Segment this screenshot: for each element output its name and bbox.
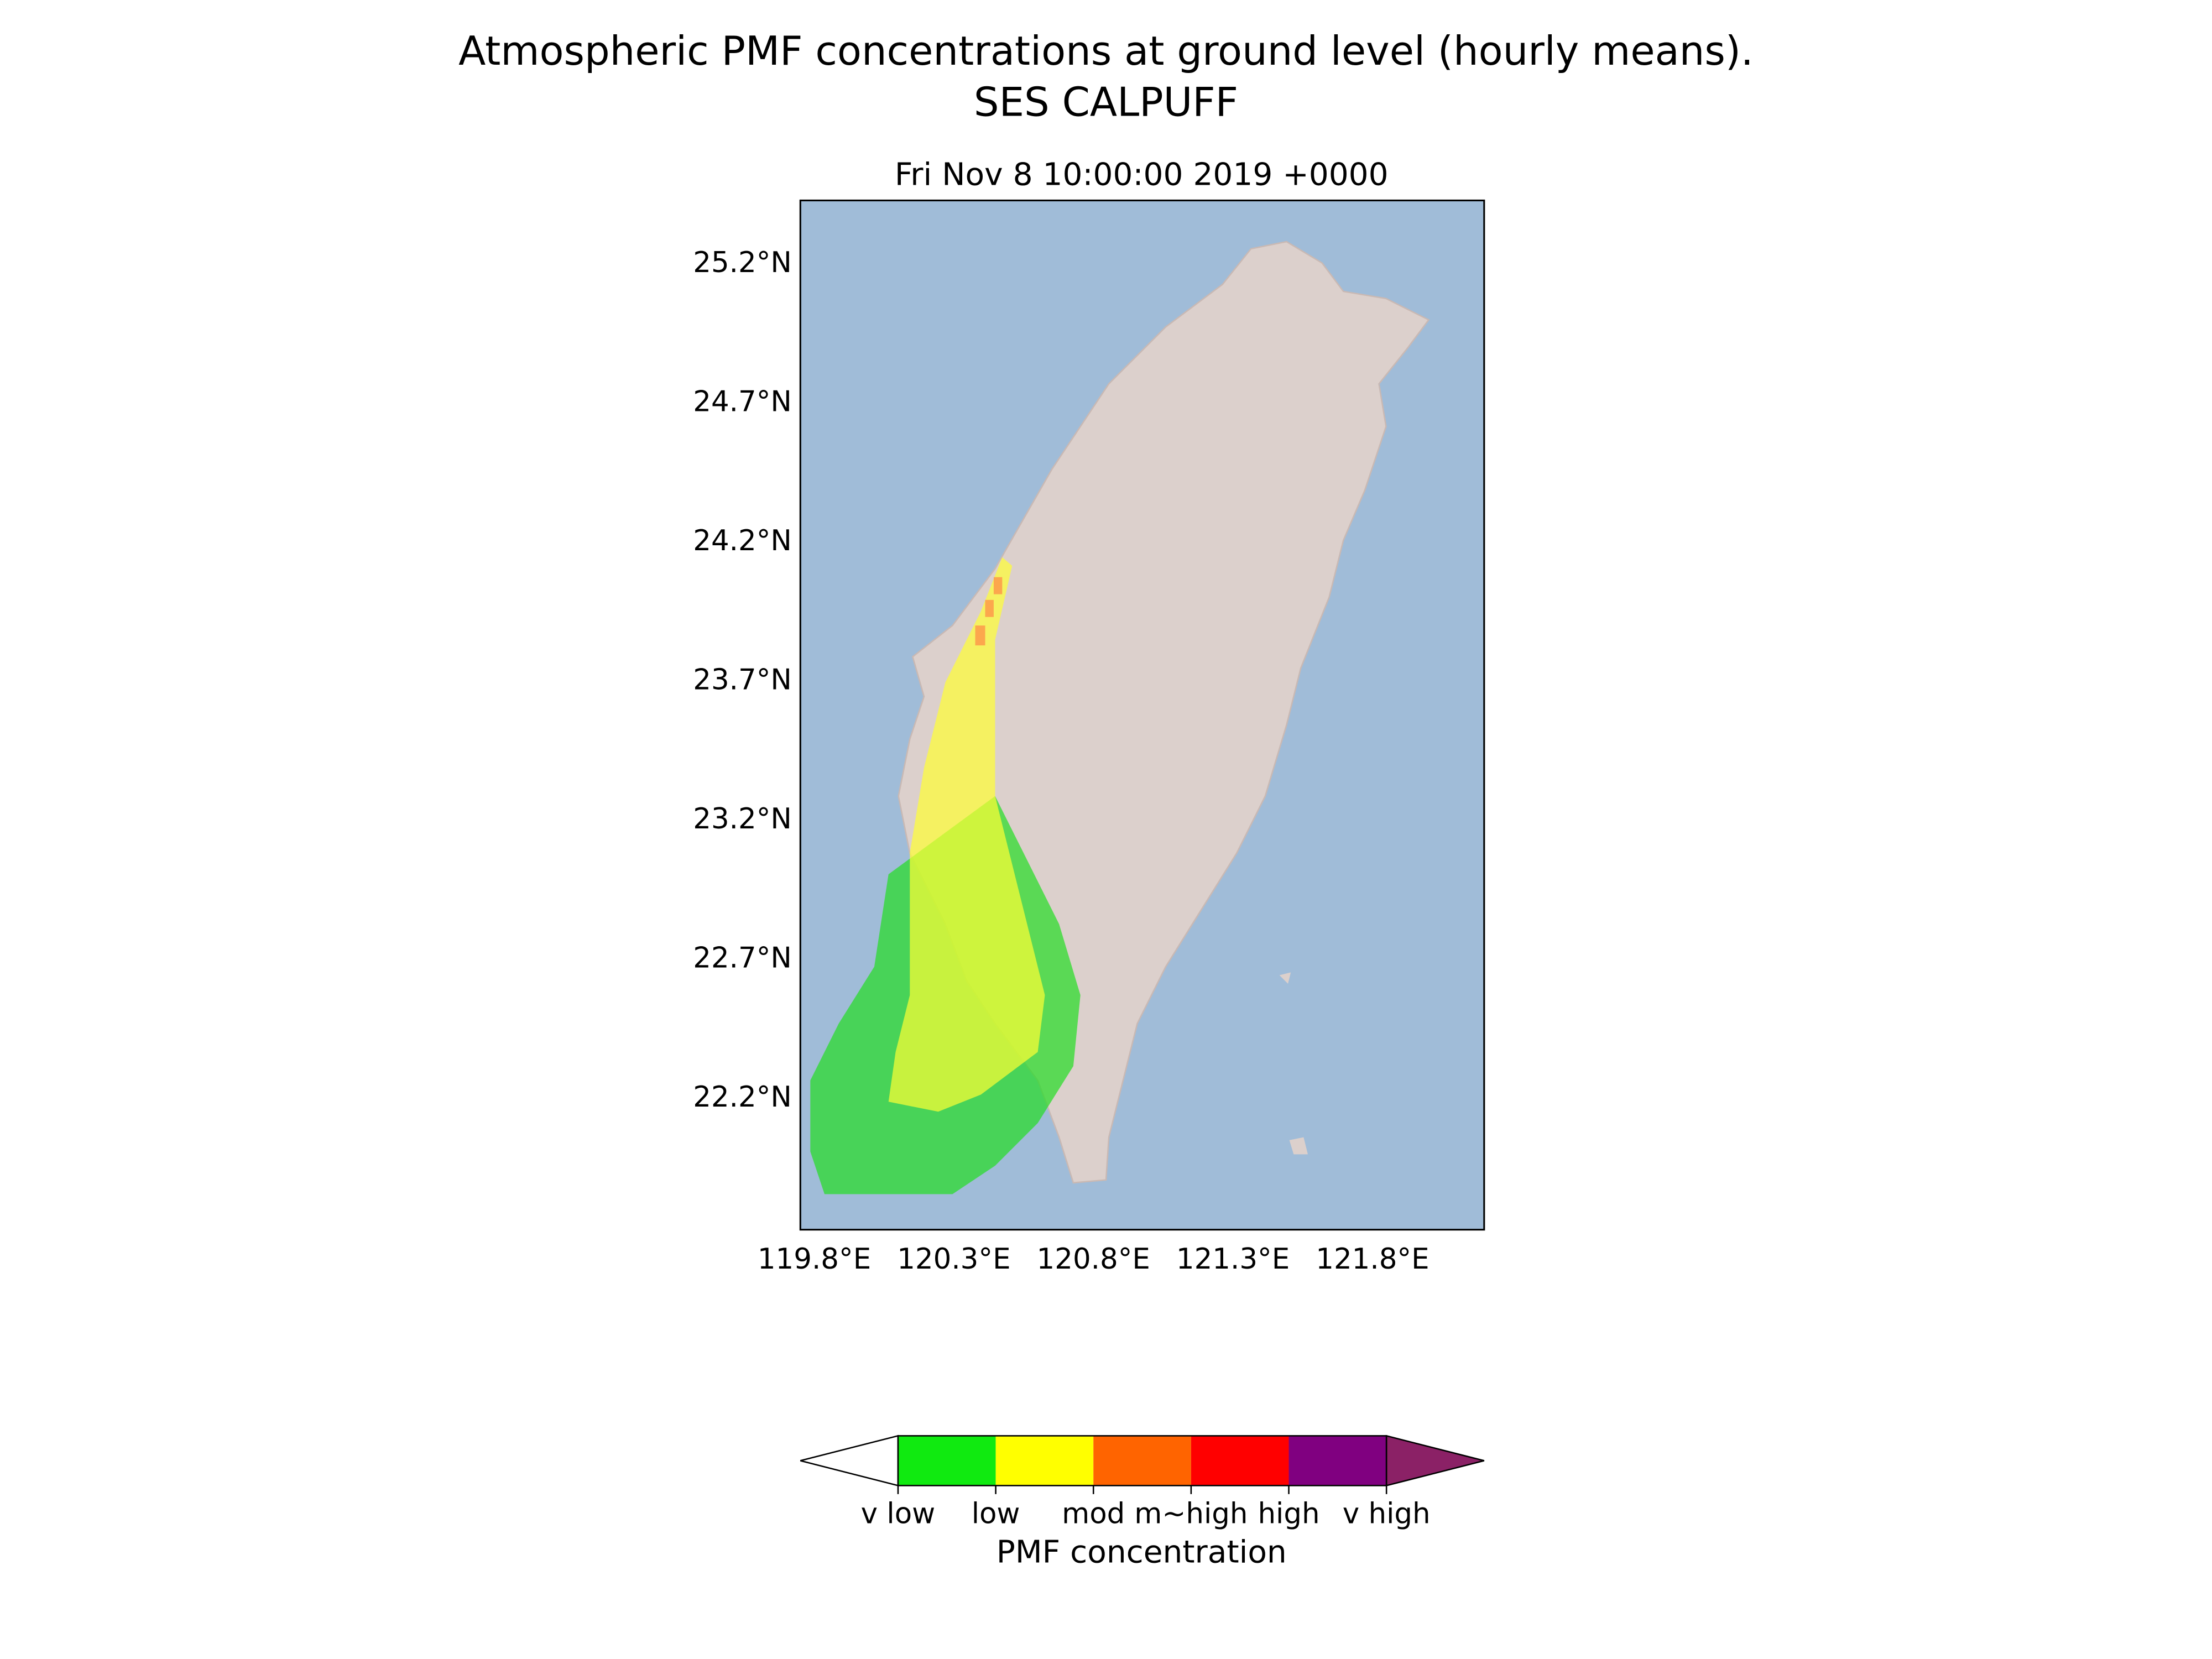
plume-high <box>993 577 1003 594</box>
colorbar-label: v high <box>1343 1497 1431 1530</box>
colorbar-label: m~high <box>1134 1497 1248 1530</box>
colorbar-extend-high <box>1385 1434 1485 1487</box>
colorbar-segment <box>898 1436 996 1486</box>
colorbar-segment <box>1288 1436 1387 1486</box>
x-tick-label: 119.8°E <box>758 1243 871 1276</box>
colorbar-title: PMF concentration <box>997 1534 1287 1570</box>
x-tick-label: 120.8°E <box>1037 1243 1150 1276</box>
x-tick-label: 121.8°E <box>1316 1243 1429 1276</box>
plume-mod <box>888 557 1045 1112</box>
y-tick-label: 23.7°N <box>693 664 792 697</box>
islet <box>1279 972 1291 984</box>
y-tick-label: 22.7°N <box>693 942 792 975</box>
title: Atmospheric PMF concentrations at ground… <box>458 28 1754 74</box>
colorbar-label: low <box>972 1497 1020 1530</box>
colorbar-label: v low <box>861 1497 936 1530</box>
plume-high <box>975 625 985 646</box>
colorbar-label: mod <box>1062 1497 1125 1530</box>
y-tick-label: 25.2°N <box>693 246 792 279</box>
y-tick-label: 23.2°N <box>693 802 792 836</box>
date: Fri Nov 8 10:00:00 2019 +0000 <box>895 156 1389 192</box>
colorbar-segment <box>995 1436 1094 1486</box>
y-tick-label: 24.7°N <box>693 385 792 419</box>
y-tick-label: 24.2°N <box>693 524 792 557</box>
x-tick-label: 120.3°E <box>897 1243 1010 1276</box>
x-tick-label: 121.3°E <box>1176 1243 1290 1276</box>
y-tick-label: 22.2°N <box>693 1081 792 1114</box>
colorbar-segment <box>1191 1436 1289 1486</box>
colorbar-frame <box>897 1435 1387 1486</box>
plume-high <box>985 599 994 617</box>
colorbar-segment <box>1093 1436 1191 1486</box>
subtitle: SES CALPUFF <box>974 79 1238 126</box>
islet <box>1289 1137 1308 1155</box>
colorbar-label: high <box>1258 1497 1319 1530</box>
map-frame <box>799 199 1485 1231</box>
colorbar-extend-low <box>800 1434 899 1487</box>
